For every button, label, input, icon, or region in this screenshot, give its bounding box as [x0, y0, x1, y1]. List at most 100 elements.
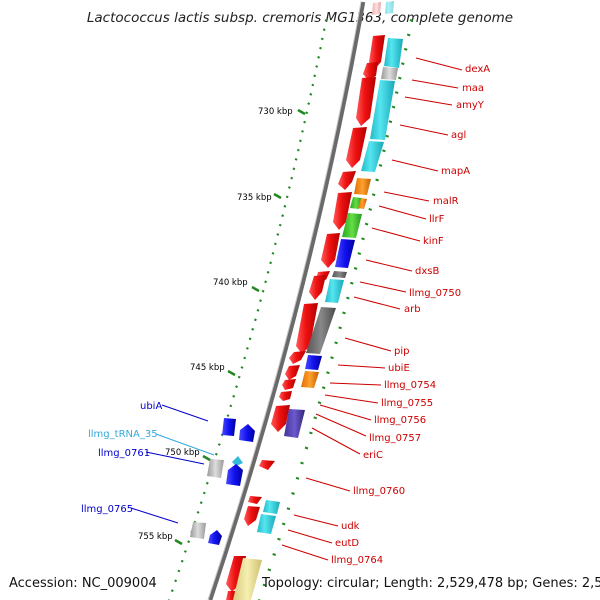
amyY-gene[interactable] [356, 77, 376, 126]
gene-label-llmg_0765[interactable]: llmg_0765 [81, 504, 133, 515]
gc-tick [180, 559, 184, 563]
gc-tick [283, 204, 287, 208]
gene-label-ubiE[interactable]: ubiE [388, 363, 410, 374]
gc-tick [317, 401, 322, 405]
feature-block[interactable] [332, 271, 347, 278]
gc-tick [364, 222, 369, 226]
gene-label-pip[interactable]: pip [394, 346, 409, 357]
feature-arrow[interactable] [372, 2, 381, 15]
gene-label-dxsB[interactable]: dxsB [415, 266, 439, 277]
gene-label-llmg_0760[interactable]: llmg_0760 [353, 486, 405, 497]
gene-label-amyY[interactable]: amyY [456, 100, 485, 111]
gc-tick [303, 120, 307, 124]
feature-block[interactable] [361, 141, 384, 172]
llmg_0764-gene[interactable] [226, 556, 246, 592]
feature-block[interactable] [354, 178, 371, 195]
gc-tick [326, 371, 330, 375]
llmg_0765-gene-arrow[interactable] [208, 530, 222, 545]
gc-tick [295, 476, 300, 480]
ubiA-gene-arrow[interactable] [239, 424, 255, 442]
gene-label-llmg_tRNA_35[interactable]: llmg_tRNA_35 [88, 429, 158, 440]
gc-tick [291, 492, 295, 495]
gene-label-eriC[interactable]: eriC [363, 450, 383, 461]
llrF-gene[interactable] [321, 233, 340, 268]
llmg_0761-gene[interactable] [207, 459, 224, 478]
gc-content-track-right [258, 19, 414, 600]
gc-tick [281, 214, 285, 218]
gc-tick [406, 33, 411, 37]
feature-block[interactable] [233, 558, 262, 600]
gc-tick [199, 501, 203, 505]
gene-label-dexA[interactable]: dexA [465, 64, 490, 75]
gene-label-llmg_0757[interactable]: llmg_0757 [369, 433, 421, 444]
eutD-gene[interactable] [244, 506, 260, 526]
feature-block[interactable] [306, 307, 336, 354]
gene-label-ubiA[interactable]: ubiA [140, 401, 162, 412]
llmg_0760-gene[interactable] [259, 460, 275, 470]
gc-tick [320, 37, 324, 41]
feature-block[interactable] [381, 67, 398, 80]
gc-tick [292, 167, 296, 171]
malR-gene[interactable] [333, 192, 352, 230]
gene-label-maa[interactable]: maa [462, 83, 484, 94]
gc-tick [368, 207, 373, 211]
gene-label-llmg_0750[interactable]: llmg_0750 [409, 288, 461, 299]
feature-block[interactable] [263, 500, 280, 514]
gene-label-llmg_0755[interactable]: llmg_0755 [381, 398, 433, 409]
feature-block[interactable] [301, 371, 319, 388]
dxsB-gene[interactable] [309, 275, 326, 300]
llmg_0761-gene-arrow[interactable] [226, 464, 243, 486]
gene-label-llmg_0754[interactable]: llmg_0754 [384, 380, 436, 391]
gene-label-malR[interactable]: malR [433, 196, 459, 207]
gc-tick [371, 193, 376, 197]
gene-label-mapA[interactable]: mapA [441, 166, 470, 177]
ubiE-gene[interactable] [282, 379, 296, 390]
gc-tick [187, 540, 191, 544]
gene-label-eutD[interactable]: eutD [335, 538, 359, 549]
feature-block[interactable] [370, 80, 395, 140]
dexA-gene[interactable] [369, 35, 385, 70]
llmg_0755-gene[interactable] [271, 405, 290, 432]
maa-gene[interactable] [363, 62, 378, 80]
feature-block[interactable] [257, 514, 276, 534]
gene-label-agl[interactable]: agl [451, 130, 466, 141]
feature-block[interactable] [342, 213, 362, 238]
gc-tick [170, 589, 174, 593]
feature-block[interactable] [384, 38, 403, 68]
llmg_0765-gene[interactable] [190, 522, 206, 539]
feature-block[interactable] [325, 279, 344, 303]
udk-gene[interactable] [248, 496, 262, 504]
gene-label-llrF[interactable]: llrF [429, 214, 445, 225]
gc-tick [229, 404, 233, 408]
llmg_0754-gene[interactable] [279, 391, 292, 401]
feature-arrow[interactable] [385, 1, 394, 14]
gene-label-kinF[interactable]: kinF [423, 236, 444, 247]
gene-label-llmg_0764[interactable]: llmg_0764 [331, 555, 383, 566]
gene-label-llmg_0756[interactable]: llmg_0756 [374, 415, 426, 426]
feature-block[interactable] [335, 239, 355, 268]
kbp-tick-label: 750 kbp [165, 448, 200, 458]
gene-label-udk[interactable]: udk [341, 521, 360, 532]
gc-tick [298, 139, 302, 143]
llmg_0750-gene[interactable] [296, 303, 318, 354]
feature-block[interactable] [358, 198, 367, 209]
kbp-tick-label: 755 kbp [138, 532, 173, 542]
pip-gene[interactable] [285, 365, 300, 380]
gc-tick [174, 579, 178, 583]
mapA-gene[interactable] [338, 171, 356, 190]
gc-tick [237, 375, 241, 379]
gc-tick [330, 356, 334, 360]
gene-label-llmg_0761[interactable]: llmg_0761 [98, 448, 150, 459]
gc-tick [382, 149, 386, 153]
gene-label-arb[interactable]: arb [404, 304, 421, 315]
agl-gene[interactable] [346, 127, 367, 168]
gc-tick [305, 111, 309, 115]
gc-tick [378, 163, 383, 167]
arb-gene[interactable] [289, 351, 306, 364]
llmg_tRNA_35-feature[interactable] [232, 456, 243, 466]
feature-block[interactable] [305, 355, 322, 370]
feature-block[interactable] [284, 409, 305, 438]
gc-tick [262, 583, 267, 587]
topology-label: Topology: circular; Length: 2,529,478 bp… [261, 576, 600, 591]
ubiA-gene[interactable] [222, 418, 236, 436]
